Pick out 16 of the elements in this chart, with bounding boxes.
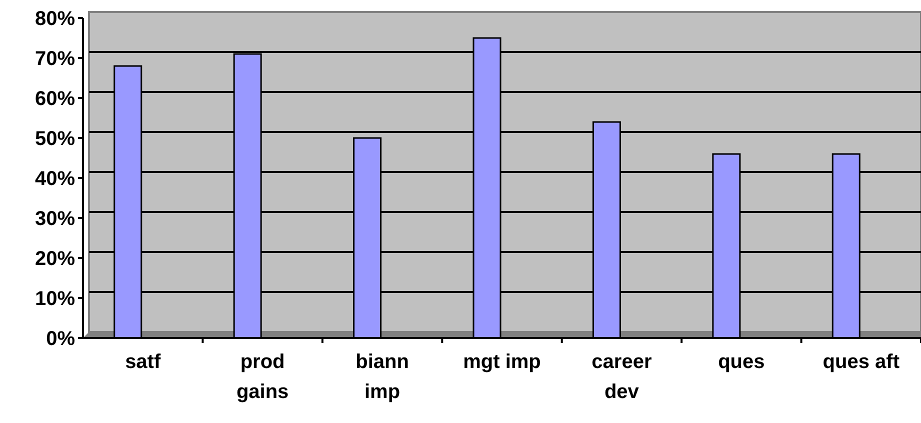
y-tick-label: 80% (34, 8, 76, 30)
x-tick-label: prod gains (236, 351, 289, 403)
x-tick-label: mgt imp (463, 351, 541, 373)
y-tick-label: 70% (34, 48, 76, 70)
y-tick-label: 50% (34, 128, 76, 150)
y-tick-label: 20% (34, 248, 76, 270)
x-tick-label: satf (125, 351, 161, 373)
y-tick-label: 40% (34, 168, 76, 190)
y-tick-label: 10% (34, 288, 76, 310)
x-tick-label: ques (718, 351, 765, 373)
y-tick-label: 0% (46, 328, 76, 350)
y-tick-label: 30% (34, 208, 76, 230)
y-tick-label: 60% (34, 88, 76, 110)
x-tick-label: ques aft (822, 351, 900, 373)
x-tick-label: biann imp (356, 351, 409, 403)
x-tick-label: career dev (592, 351, 652, 403)
